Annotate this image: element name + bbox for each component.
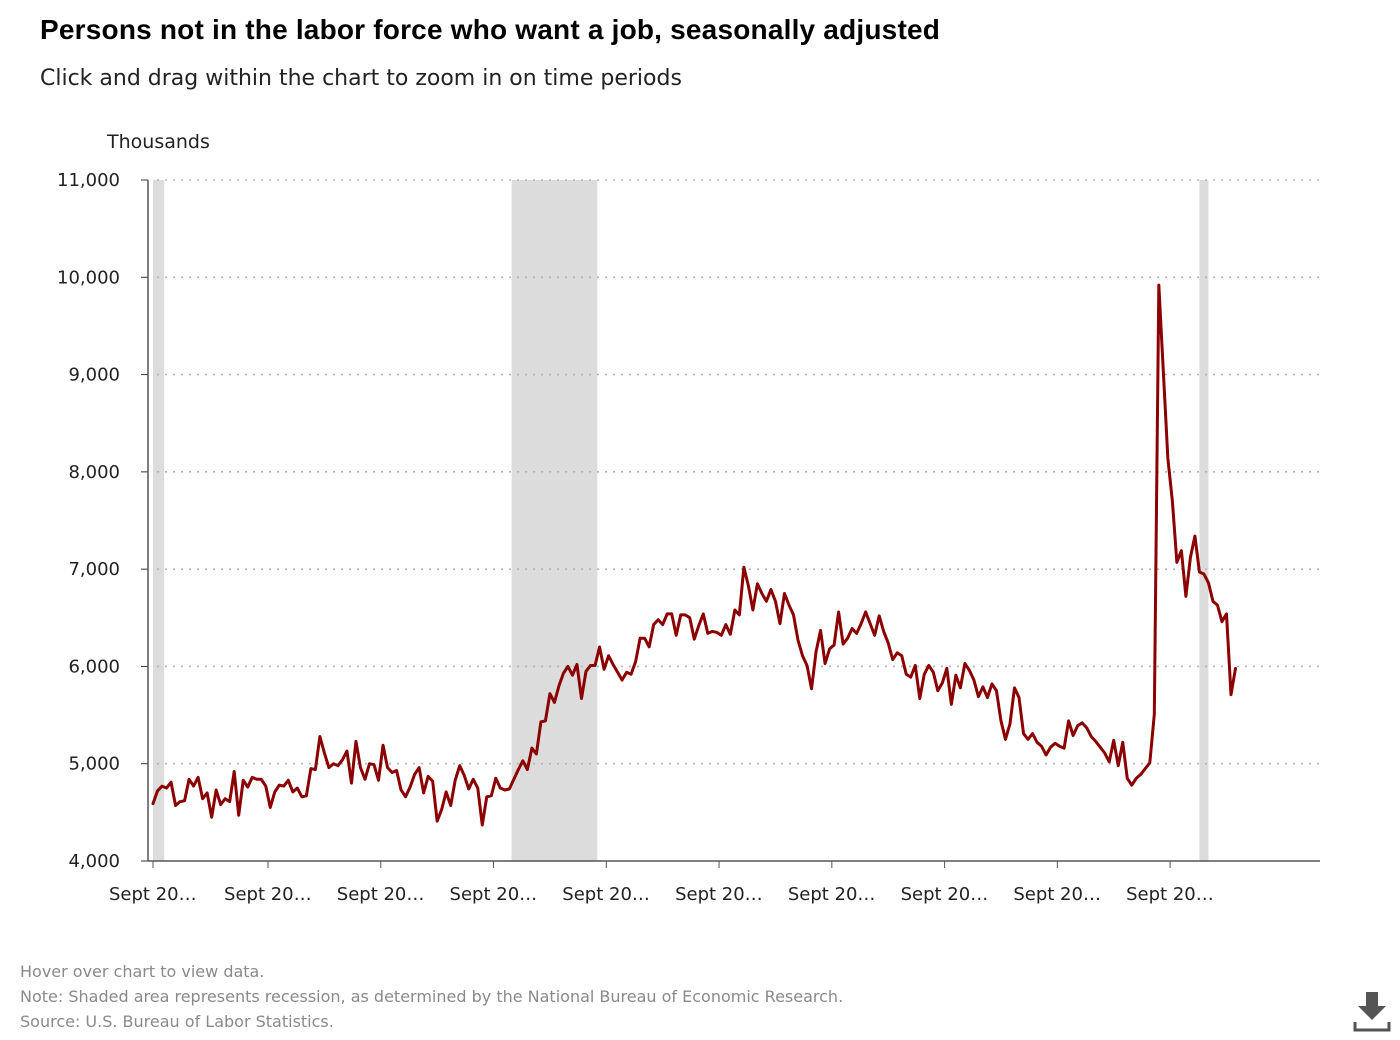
y-tick-label: 6,000 xyxy=(68,656,120,677)
x-tick-label: Sept 20… xyxy=(450,884,538,905)
recession-band xyxy=(153,180,165,861)
series-lines xyxy=(151,283,1238,827)
y-tick-label: 7,000 xyxy=(68,559,120,580)
recession-note: Note: Shaded area represents recession, … xyxy=(20,987,844,1006)
chart-subtitle: Click and drag within the chart to zoom … xyxy=(40,66,682,91)
y-tick-label: 4,000 xyxy=(68,851,120,872)
x-tick-label: Sept 20… xyxy=(788,884,876,905)
hover-hint: Hover over chart to view data. xyxy=(20,962,265,981)
gridlines: 4,000 5,000 6,000 7,000 8,000 9,000 10,000 11,0… xyxy=(57,170,1322,872)
x-tick-label: Sept 20… xyxy=(1126,884,1214,905)
y-tick-label: 5,000 xyxy=(68,754,120,775)
line-chart[interactable]: 4,000 5,000 6,000 7,000 8,000 9,000 10,000 11,0… xyxy=(0,120,1400,920)
x-tick-label: Sept 20… xyxy=(562,884,650,905)
axes: Sept 20… Sept 20… Sept 20… Sept 20… Sept 20…… xyxy=(109,180,1320,905)
download-icon[interactable] xyxy=(1352,990,1392,1034)
y-tick-label: 11,000 xyxy=(57,170,120,191)
y-tick-label: 9,000 xyxy=(68,365,120,386)
y-axis-label: Thousands xyxy=(106,131,210,153)
x-tick-label: Sept 20… xyxy=(224,884,312,905)
source-note: Source: U.S. Bureau of Labor Statistics. xyxy=(20,1012,334,1031)
chart-title: Persons not in the labor force who want … xyxy=(40,14,941,45)
recession-band xyxy=(511,180,598,861)
x-tick-label: Sept 20… xyxy=(901,884,989,905)
recession-band xyxy=(1199,180,1209,861)
x-tick-label: Sept 20… xyxy=(109,884,197,905)
series-line xyxy=(151,283,1238,827)
x-tick-label: Sept 20… xyxy=(675,884,763,905)
y-tick-label: 10,000 xyxy=(57,267,120,288)
recession-bands xyxy=(153,180,1209,861)
y-tick-label: 8,000 xyxy=(68,462,120,483)
x-tick-label: Sept 20… xyxy=(337,884,425,905)
x-tick-label: Sept 20… xyxy=(1013,884,1101,905)
